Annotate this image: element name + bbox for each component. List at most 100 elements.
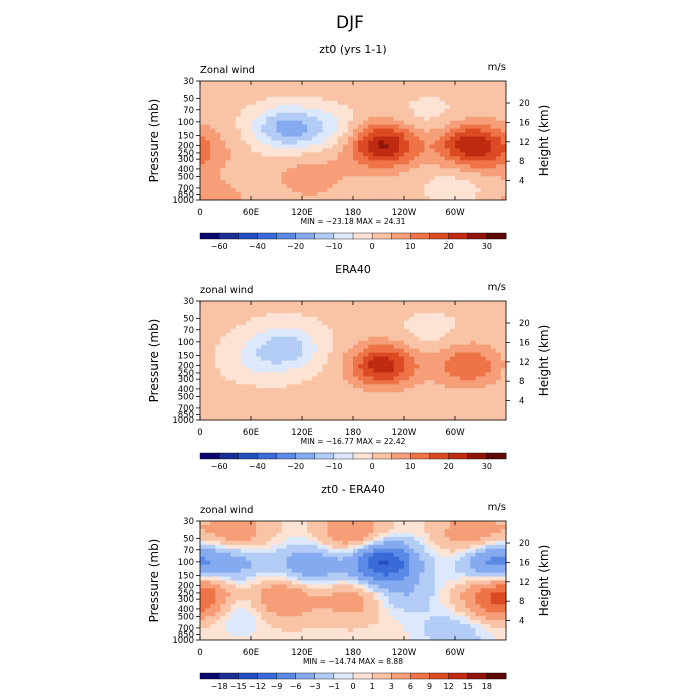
field-cell bbox=[358, 380, 364, 385]
field-cell bbox=[378, 412, 384, 417]
field-cell bbox=[424, 532, 430, 538]
field-cell bbox=[444, 304, 451, 310]
field-cell bbox=[434, 320, 441, 326]
field-cell bbox=[271, 564, 277, 569]
field-cell bbox=[358, 360, 364, 365]
field-cell bbox=[245, 528, 252, 534]
field-cell bbox=[404, 528, 410, 534]
field-cell bbox=[281, 172, 288, 177]
field-cell bbox=[378, 584, 384, 589]
field-cell bbox=[363, 160, 369, 165]
field-cell bbox=[256, 536, 262, 542]
field-cell bbox=[327, 188, 333, 193]
field-cell bbox=[312, 180, 318, 185]
field-cell bbox=[322, 344, 328, 349]
field-cell bbox=[276, 344, 282, 349]
field-cell bbox=[449, 548, 456, 554]
field-cell bbox=[215, 408, 221, 413]
field-cell bbox=[251, 81, 257, 86]
field-cell bbox=[414, 188, 420, 193]
field-cell bbox=[245, 396, 252, 401]
field-cell bbox=[276, 368, 282, 373]
field-cell bbox=[500, 128, 507, 133]
field-cell bbox=[444, 376, 451, 381]
field-cell bbox=[266, 408, 272, 413]
field-cell bbox=[439, 552, 446, 558]
field-cell bbox=[245, 168, 252, 173]
field-cell bbox=[404, 172, 410, 177]
field-cell bbox=[449, 180, 456, 185]
field-cell bbox=[240, 196, 247, 201]
field-cell bbox=[358, 192, 364, 197]
field-cell bbox=[393, 116, 400, 122]
field-cell bbox=[240, 592, 247, 597]
field-cell bbox=[230, 152, 237, 157]
field-cell bbox=[286, 568, 293, 573]
field-cell bbox=[220, 156, 226, 161]
field-cell bbox=[286, 144, 293, 149]
field-cell bbox=[327, 360, 333, 365]
field-cell bbox=[434, 188, 441, 193]
field-cell bbox=[429, 396, 435, 401]
field-cell bbox=[312, 400, 318, 405]
field-cell bbox=[404, 552, 410, 558]
field-cell bbox=[347, 332, 354, 338]
field-cell bbox=[434, 140, 441, 145]
field-cell bbox=[480, 324, 486, 330]
field-cell bbox=[500, 324, 507, 330]
field-cell bbox=[363, 400, 369, 405]
field-cell bbox=[322, 592, 328, 597]
field-cell bbox=[358, 148, 364, 153]
field-cell bbox=[358, 552, 364, 558]
field-cell bbox=[245, 124, 252, 129]
field-cell bbox=[460, 112, 466, 118]
field-cell bbox=[281, 100, 288, 106]
field-cell bbox=[256, 544, 262, 550]
field-cell bbox=[322, 528, 328, 534]
field-cell bbox=[312, 388, 318, 393]
field-cell bbox=[342, 580, 349, 585]
field-cell bbox=[230, 196, 237, 201]
field-cell bbox=[317, 532, 323, 538]
field-cell bbox=[210, 192, 216, 197]
field-cell bbox=[388, 164, 395, 169]
field-cell bbox=[317, 132, 323, 137]
field-cell bbox=[414, 340, 420, 346]
field-cell bbox=[404, 340, 410, 346]
field-cell bbox=[424, 104, 430, 110]
field-cell bbox=[398, 376, 405, 381]
field-cell bbox=[414, 168, 420, 173]
field-cell bbox=[455, 396, 461, 401]
field-cell bbox=[296, 528, 303, 534]
field-cell bbox=[215, 540, 221, 546]
field-cell bbox=[347, 536, 354, 542]
field-cell bbox=[500, 588, 507, 593]
field-cell bbox=[455, 521, 461, 526]
field-cell bbox=[342, 176, 349, 181]
field-cell bbox=[429, 400, 435, 405]
field-cell bbox=[332, 532, 339, 538]
field-cell bbox=[266, 104, 272, 110]
field-cell bbox=[398, 548, 405, 554]
field-cell bbox=[261, 328, 267, 334]
field-cell bbox=[475, 301, 481, 306]
field-cell bbox=[347, 92, 354, 98]
field-cell bbox=[500, 144, 507, 149]
field-cell bbox=[353, 396, 359, 401]
field-cell bbox=[368, 404, 374, 409]
field-cell bbox=[398, 412, 405, 417]
field-cell bbox=[485, 184, 492, 189]
field-cell bbox=[398, 384, 405, 389]
field-cell bbox=[210, 116, 216, 122]
field-cell bbox=[256, 92, 262, 98]
field-cell bbox=[358, 356, 364, 361]
field-cell bbox=[429, 100, 435, 106]
field-cell bbox=[393, 364, 400, 369]
field-cell bbox=[434, 372, 441, 377]
field-cell bbox=[286, 308, 293, 314]
field-cell bbox=[485, 152, 492, 157]
field-cell bbox=[393, 192, 400, 197]
field-cell bbox=[373, 400, 379, 405]
field-cell bbox=[419, 176, 425, 181]
field-cell bbox=[429, 144, 435, 149]
